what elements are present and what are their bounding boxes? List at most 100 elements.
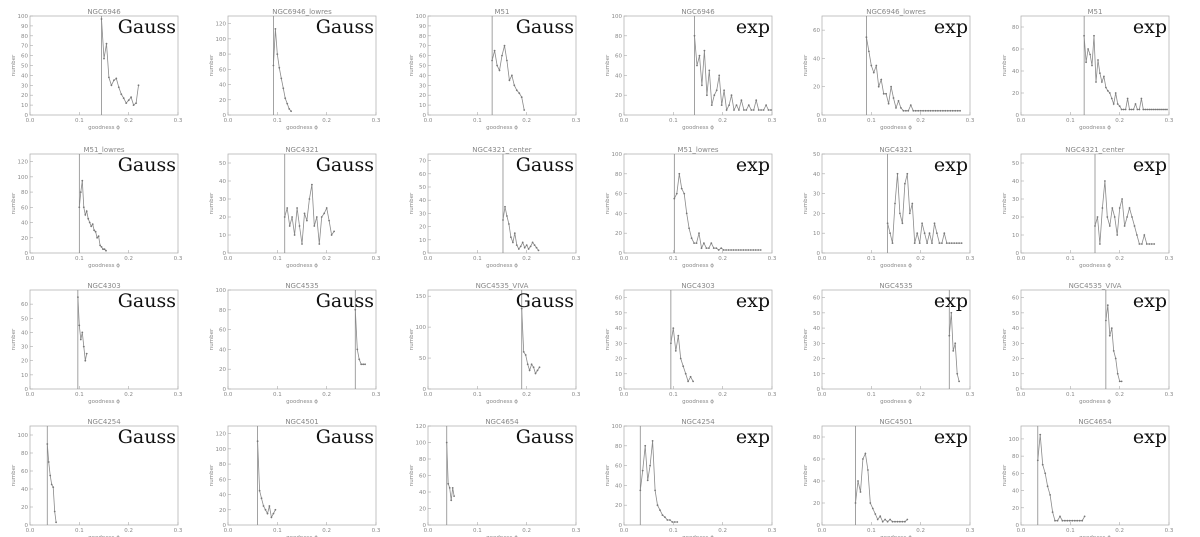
data-point xyxy=(53,510,56,513)
y-axis-title: number xyxy=(605,192,611,214)
data-point xyxy=(513,232,516,235)
x-tick-label: 0.3 xyxy=(966,392,975,398)
y-tick-label: 20 xyxy=(21,505,28,511)
data-point xyxy=(531,241,534,244)
data-point xyxy=(528,369,531,372)
x-axis-title: goodness ϕ xyxy=(88,125,120,131)
y-tick-label: 30 xyxy=(419,211,426,217)
x-tick-label: 0.1 xyxy=(1066,528,1075,534)
x-tick-label: 0.3 xyxy=(372,528,381,534)
y-tick-label: 80 xyxy=(219,308,226,314)
x-tick-label: 0.2 xyxy=(718,528,727,534)
y-tick-label: 120 xyxy=(18,160,29,166)
chart-panel-20: 0.0 0.1 0.2 0.3 0 20 40 60 80 100 120 goodness ϕ num… xyxy=(209,418,381,537)
x-tick-label: 0.3 xyxy=(174,392,183,398)
data-point xyxy=(1120,380,1123,383)
y-tick-label: 20 xyxy=(21,93,28,99)
data-point xyxy=(272,512,275,515)
series-line xyxy=(502,206,539,251)
data-point xyxy=(1111,207,1114,209)
data-point xyxy=(113,79,115,82)
y-tick-label: 50 xyxy=(419,64,426,70)
data-point xyxy=(708,247,710,250)
data-point xyxy=(318,243,321,245)
fit-label: Gauss xyxy=(316,16,374,38)
y-tick-label: 40 xyxy=(419,198,426,204)
x-tick-label: 0.0 xyxy=(424,118,433,124)
data-point xyxy=(735,249,737,251)
x-tick-label: 0.2 xyxy=(1115,118,1124,124)
y-tick-label: 100 xyxy=(1009,437,1020,443)
y-tick-label: 60 xyxy=(615,296,622,302)
data-point xyxy=(515,244,518,247)
y-tick-label: 150 xyxy=(416,294,427,300)
y-tick-label: 30 xyxy=(21,83,28,89)
data-point xyxy=(1106,304,1109,307)
fit-label: Gauss xyxy=(118,16,176,38)
x-axis-title: goodness ϕ xyxy=(1079,399,1111,405)
data-point xyxy=(713,94,716,97)
x-tick-label: 0.0 xyxy=(1017,118,1026,124)
plot-frame xyxy=(227,15,377,116)
y-tick-label: 0 xyxy=(223,251,227,257)
plot-frame xyxy=(227,425,377,526)
data-point xyxy=(752,109,755,111)
data-point xyxy=(680,187,683,190)
data-point xyxy=(745,249,747,251)
data-point xyxy=(708,69,711,72)
fit-label: exp xyxy=(736,290,770,312)
data-point xyxy=(676,521,679,523)
x-tick-label: 0.2 xyxy=(916,528,925,534)
x-tick-label: 0.2 xyxy=(522,118,531,124)
data-point xyxy=(735,104,738,106)
x-tick-label: 0.3 xyxy=(372,392,381,398)
data-point xyxy=(859,491,862,493)
data-point xyxy=(1128,108,1131,111)
data-point xyxy=(901,520,904,523)
data-point xyxy=(1103,75,1105,78)
y-tick-label: 20 xyxy=(219,215,226,221)
data-point xyxy=(1145,243,1148,245)
y-axis-title: number xyxy=(11,192,17,214)
x-tick-label: 0.1 xyxy=(669,528,678,534)
x-tick-label: 0.1 xyxy=(75,528,84,534)
y-tick-label: 40 xyxy=(615,483,622,489)
x-tick-label: 0.0 xyxy=(818,392,827,398)
x-axis-title: goodness ϕ xyxy=(286,125,318,131)
data-point xyxy=(661,514,664,516)
y-tick-label: 100 xyxy=(216,37,227,43)
data-point xyxy=(690,237,693,240)
x-tick-label: 0.2 xyxy=(124,118,133,124)
data-point xyxy=(1049,494,1051,496)
data-point xyxy=(720,247,723,250)
data-point xyxy=(1152,108,1155,111)
data-point xyxy=(918,242,921,245)
data-point xyxy=(530,363,533,366)
plot-frame xyxy=(623,425,773,526)
data-point xyxy=(936,232,938,235)
data-point xyxy=(892,97,895,99)
data-point xyxy=(356,348,359,351)
data-point xyxy=(1138,108,1141,111)
x-tick-label: 0.2 xyxy=(718,392,727,398)
x-axis-title: goodness ϕ xyxy=(88,535,120,537)
plot-frame xyxy=(623,289,773,390)
y-tick-label: 100 xyxy=(416,14,427,20)
data-point xyxy=(323,212,326,215)
x-tick-label: 0.0 xyxy=(1017,528,1026,534)
chart-panel-23: 0.0 0.1 0.2 0.3 0 20 40 60 80 goodness ϕ number NGC… xyxy=(803,418,975,537)
data-point xyxy=(922,109,924,112)
x-tick-label: 0.1 xyxy=(273,392,282,398)
y-tick-label: 100 xyxy=(18,175,29,181)
y-tick-label: 80 xyxy=(219,462,226,468)
x-tick-label: 0.0 xyxy=(620,392,629,398)
data-point xyxy=(521,241,524,244)
x-tick-label: 0.0 xyxy=(620,528,629,534)
data-point xyxy=(1108,92,1111,94)
data-point xyxy=(1136,108,1139,111)
data-point xyxy=(85,210,88,213)
data-point xyxy=(762,109,765,111)
fit-label: exp xyxy=(1133,154,1167,176)
chart-panel-9: 0.0 0.1 0.2 0.3 0 10 20 30 40 50 60 70 goodness ϕ num… xyxy=(409,146,581,269)
data-point xyxy=(508,79,511,82)
